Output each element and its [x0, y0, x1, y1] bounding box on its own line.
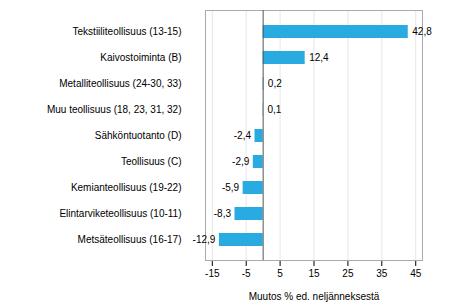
svg-text:Tekstiiliteollisuus (13-15): Tekstiiliteollisuus (13-15) [73, 26, 182, 37]
svg-text:-5,9: -5,9 [222, 182, 240, 193]
svg-text:-15: -15 [205, 268, 220, 279]
svg-text:Kaivostoiminta (B): Kaivostoiminta (B) [100, 52, 181, 63]
svg-text:0,2: 0,2 [268, 78, 282, 89]
svg-text:5: 5 [277, 268, 283, 279]
svg-text:-5: -5 [242, 268, 251, 279]
svg-text:Teollisuus (C): Teollisuus (C) [121, 156, 182, 167]
svg-text:Sähköntuotanto (D): Sähköntuotanto (D) [95, 130, 182, 141]
svg-text:Kemianteollisuus (19-22): Kemianteollisuus (19-22) [71, 182, 182, 193]
svg-text:-8,3: -8,3 [214, 208, 232, 219]
svg-text:Elintarviketeollisuus (10-11): Elintarviketeollisuus (10-11) [59, 208, 181, 219]
svg-text:25: 25 [342, 268, 354, 279]
svg-text:42,8: 42,8 [412, 26, 432, 37]
svg-text:-2,9: -2,9 [232, 156, 250, 167]
svg-text:Muu teollisuus (18, 23, 31, 32: Muu teollisuus (18, 23, 31, 32) [47, 104, 182, 115]
svg-text:Muutos % ed. neljänneksestä: Muutos % ed. neljänneksestä [249, 291, 380, 302]
svg-text:-2,4: -2,4 [234, 130, 252, 141]
svg-text:15: 15 [308, 268, 320, 279]
svg-text:Metsäteollisuus (16-17): Metsäteollisuus (16-17) [78, 234, 182, 245]
svg-text:0,1: 0,1 [267, 104, 281, 115]
svg-text:-12,9: -12,9 [193, 234, 216, 245]
svg-text:12,4: 12,4 [309, 52, 329, 63]
svg-text:45: 45 [410, 268, 422, 279]
svg-text:Metalliteollisuus (24-30, 33): Metalliteollisuus (24-30, 33) [59, 78, 181, 89]
svg-text:35: 35 [376, 268, 388, 279]
